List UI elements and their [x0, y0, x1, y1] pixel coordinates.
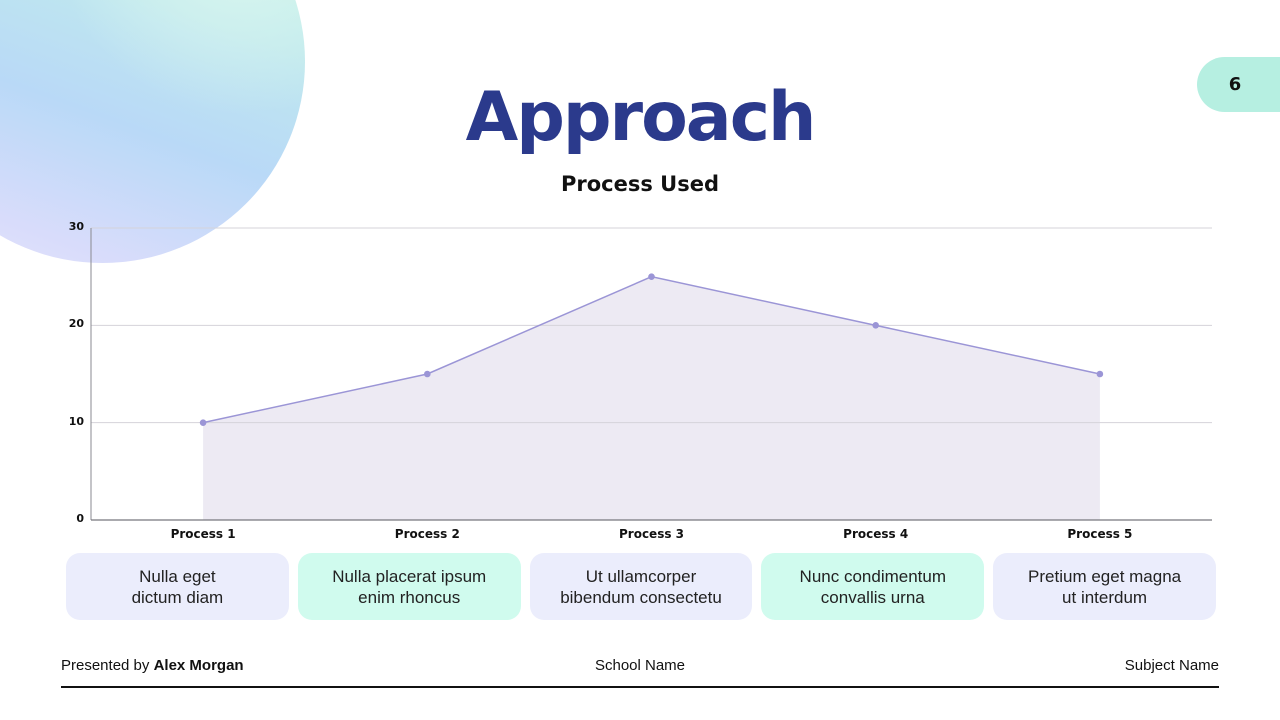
x-tick-label: Process 1 [170, 527, 236, 541]
card-text-line: dictum diam [131, 587, 224, 607]
y-tick-label: 30 [68, 220, 84, 233]
school-name: School Name [594, 657, 686, 674]
slide-title: Approach [465, 78, 817, 157]
footer-divider [61, 686, 1219, 688]
card-text-line: bibendum consectetu [560, 587, 722, 607]
subject-name: Subject Name [1124, 657, 1219, 674]
data-point [872, 322, 879, 329]
card-text-line: Nulla placerat ipsum [332, 566, 487, 586]
presenter-name: Alex Morgan [153, 657, 244, 674]
process-card-4: Nunc condimentum convallis urna [761, 553, 985, 620]
y-tick-label: 0 [76, 512, 84, 525]
card-text-line: Nulla eget [139, 566, 216, 586]
presented-by-label: Presented by [61, 657, 154, 674]
y-tick-label: 10 [68, 414, 84, 428]
process-card-1: Nulla eget dictum diam [66, 553, 289, 620]
process-cards: Nulla eget dictum diam Nulla placerat ips… [66, 553, 1216, 620]
page-number-badge: 6 [1197, 57, 1280, 112]
process-card-2: Nulla placerat ipsum enim rhoncus [297, 553, 521, 620]
y-tick-label: 20 [68, 317, 84, 331]
x-tick-label: Process 4 [843, 527, 909, 541]
chart-title: Process Used [560, 172, 719, 196]
data-point [199, 419, 207, 426]
presenter-credit: Presented by Alex Morgan [61, 657, 244, 674]
x-tick-label: Process 3 [618, 527, 685, 541]
x-tick-label: Process 5 [1067, 527, 1133, 541]
card-text-line: Pretium eget magna [1028, 566, 1182, 586]
card-text-line: convallis urna [820, 587, 925, 607]
card-text-line: ut interdum [1062, 587, 1148, 607]
card-text-line: Ut ullamcorper [585, 566, 697, 586]
data-point [1096, 370, 1104, 378]
footer: Presented by Alex Morgan School Name Sub… [61, 657, 1219, 677]
data-point [424, 370, 431, 378]
x-tick-label: Process 2 [394, 527, 460, 541]
process-card-3: Ut ullamcorper bibendum consectetu [529, 553, 753, 620]
area-fill [203, 276, 1100, 520]
card-text-line: enim rhoncus [358, 587, 461, 607]
data-point [648, 273, 655, 280]
process-card-5: Pretium eget magna ut interdum [993, 553, 1216, 620]
card-text-line: Nunc condimentum [799, 566, 947, 586]
page-number: 6 [1228, 74, 1242, 95]
